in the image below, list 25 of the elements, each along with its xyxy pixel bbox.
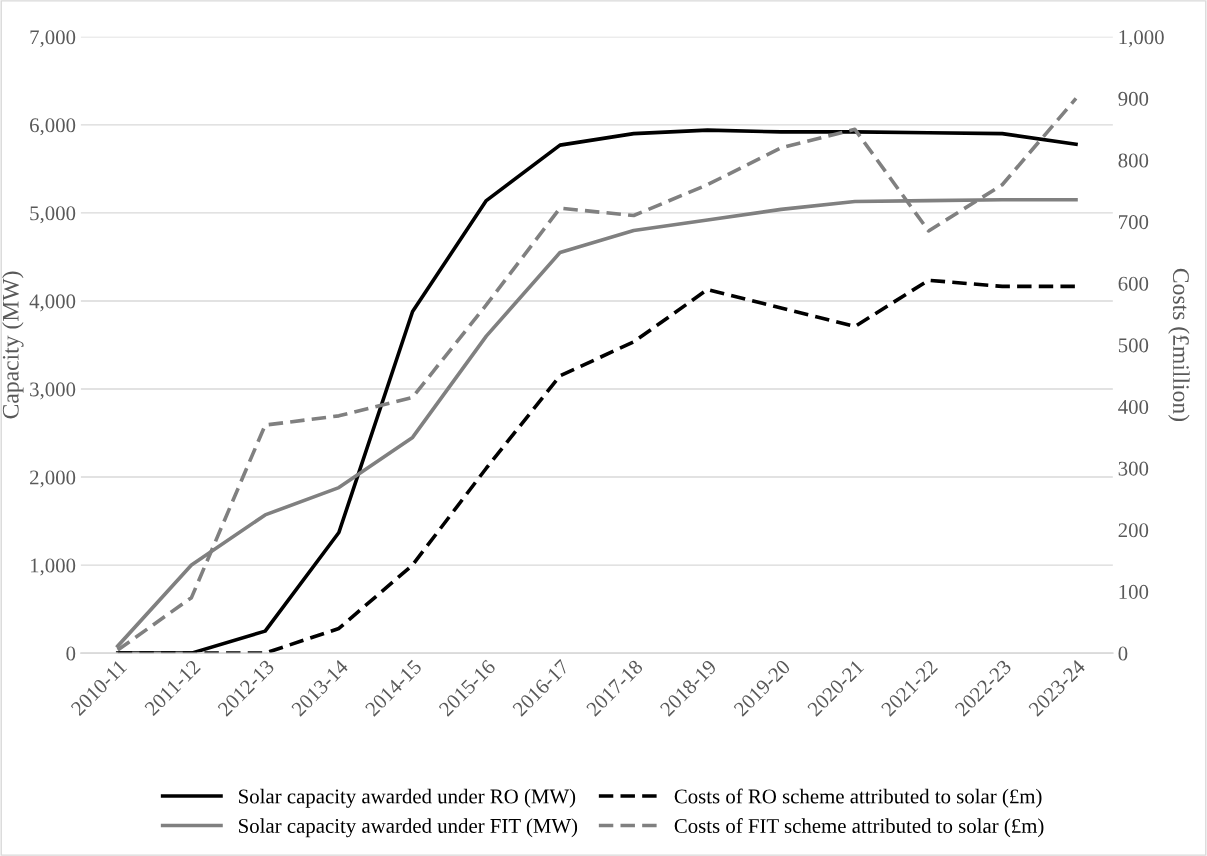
legend-label: Costs of RO scheme attributed to solar (£m) (674, 788, 1042, 808)
y2-tick-label: 0 (1118, 646, 1128, 661)
y2-tick-label: 1,000 (1119, 30, 1164, 48)
y2-tick-label: 400 (1118, 399, 1149, 415)
y-tick-label: 6,000 (30, 118, 76, 136)
y-tick-label: 5,000 (30, 206, 76, 224)
y2-tick-label: 200 (1118, 523, 1149, 538)
y2-axis-title: Costs (£million) (1168, 268, 1190, 421)
y2-tick-label: 800 (1118, 153, 1149, 168)
y2-tick-label: 600 (1118, 276, 1149, 291)
legend-label: Costs of FIT scheme attributed to solar (£m) (674, 818, 1044, 838)
y-tick-label: 0 (66, 646, 76, 661)
legend-label: Solar capacity awarded under FIT (MW) (239, 818, 578, 838)
y-axis-title: Capacity (MW) (2, 271, 24, 419)
y2-tick-label: 100 (1119, 584, 1149, 599)
y-tick-label: 2,000 (30, 470, 76, 488)
y2-tick-label: 300 (1118, 461, 1149, 476)
legend-label: Solar capacity awarded under RO (MW) (239, 788, 576, 808)
y-tick-label: 4,000 (29, 294, 76, 312)
y-tick-label: 7,000 (30, 30, 76, 48)
y2-tick-label: 700 (1119, 215, 1149, 230)
y2-tick-label: 900 (1118, 91, 1149, 106)
y-tick-label: 3,000 (30, 382, 76, 400)
y2-tick-label: 500 (1118, 338, 1149, 353)
y-tick-label: 1,000 (30, 558, 76, 576)
